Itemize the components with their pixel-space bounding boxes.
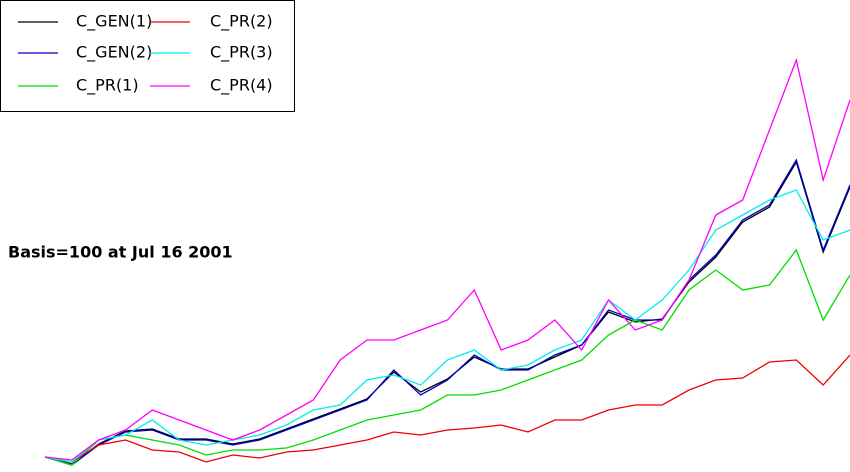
series-line [44,354,850,463]
legend-label: C_PR(3) [210,43,273,63]
legend-label: C_GEN(1) [76,12,152,32]
annotation: Basis=100 at Jul 16 2001 [8,243,233,262]
legend-label: C_GEN(2) [76,43,152,63]
legend-label: C_PR(2) [210,12,273,32]
series-line [44,248,850,466]
series-line [44,160,850,465]
legend-label: C_PR(4) [210,76,273,96]
legend-label: C_PR(1) [76,76,139,96]
series-line [44,57,850,461]
series-line [44,189,850,463]
series-line [44,158,850,466]
legend-box [0,0,295,112]
